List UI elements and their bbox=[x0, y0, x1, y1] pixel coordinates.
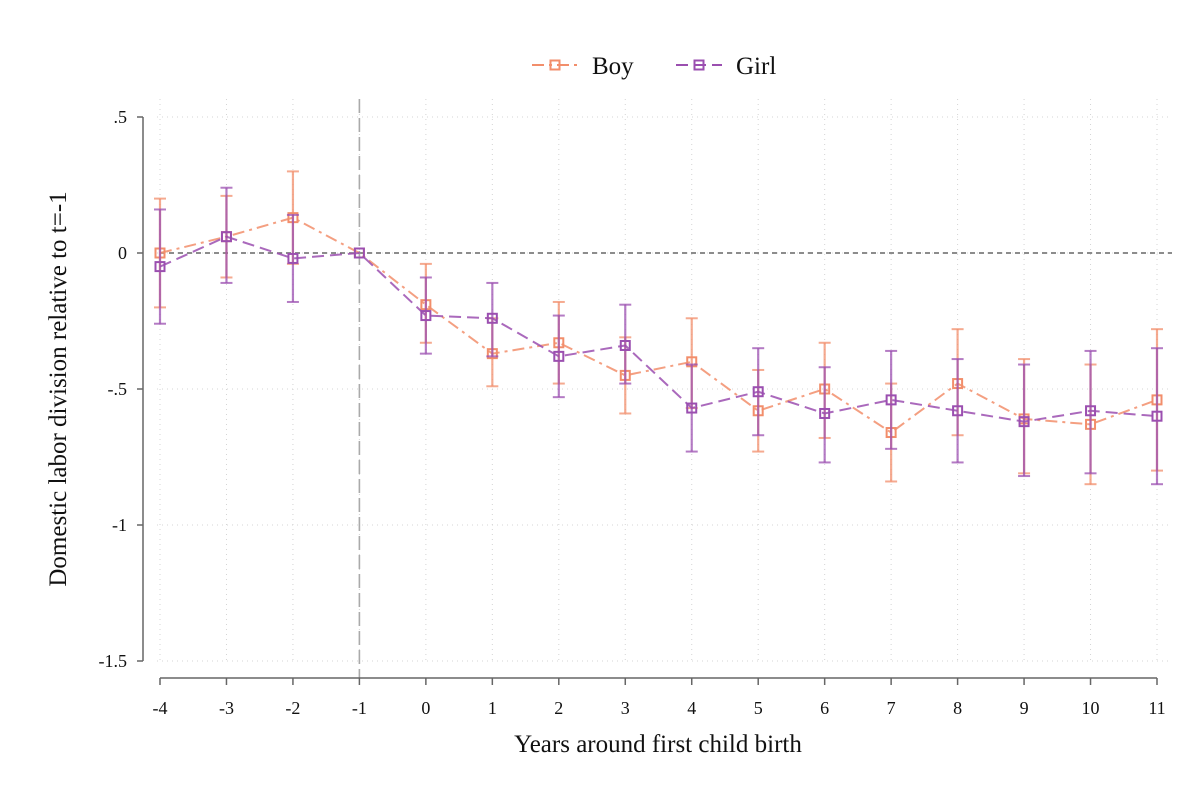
x-tick-label: 8 bbox=[953, 698, 962, 718]
point-girl bbox=[1151, 410, 1163, 422]
series-layer bbox=[154, 170, 1163, 486]
x-tick-label: 5 bbox=[754, 698, 763, 718]
x-tick-label: 0 bbox=[421, 698, 430, 718]
series-girl bbox=[154, 186, 1163, 486]
legend-marker-boy bbox=[549, 59, 561, 71]
x-tick-label: -3 bbox=[219, 698, 234, 718]
legend: Boy Girl bbox=[532, 53, 776, 80]
legend-marker-girl bbox=[693, 59, 705, 71]
x-tick-label: 4 bbox=[687, 698, 696, 718]
x-tick-label: 2 bbox=[554, 698, 563, 718]
y-tick-label: -.5 bbox=[108, 379, 128, 399]
point-girl bbox=[1018, 416, 1030, 428]
series-line-boy bbox=[159, 216, 1158, 434]
point-girl bbox=[287, 252, 299, 264]
point-girl bbox=[752, 386, 764, 398]
x-tick-label: 11 bbox=[1148, 698, 1165, 718]
x-tick-label: 10 bbox=[1082, 698, 1100, 718]
axes: .5 0 -.5 -1 -1.5 -4 -3 -2 -1 0 1 2 3 4 5 6 7 8 9 10 11 bbox=[99, 107, 1166, 718]
x-tick-label: -4 bbox=[153, 698, 168, 718]
reference-lines bbox=[160, 99, 1172, 678]
point-girl bbox=[686, 402, 698, 414]
x-axis-title: Years around first child birth bbox=[514, 731, 802, 758]
point-girl bbox=[819, 407, 831, 419]
x-tick-label: 7 bbox=[887, 698, 896, 718]
legend-label-boy: Boy bbox=[592, 53, 634, 80]
point-girl bbox=[553, 350, 565, 362]
y-axis-title: Domestic labor division relative to t=-1 bbox=[45, 191, 72, 586]
point-girl bbox=[154, 261, 166, 273]
point-girl bbox=[220, 231, 232, 243]
point-girl bbox=[486, 312, 498, 324]
point-girl bbox=[619, 339, 631, 351]
point-girl bbox=[353, 247, 365, 259]
y-tick-label: -1.5 bbox=[99, 651, 128, 671]
x-tick-label: -2 bbox=[285, 698, 300, 718]
series-line-girl bbox=[159, 235, 1158, 423]
grid-lines bbox=[157, 99, 1172, 662]
y-tick-label: -1 bbox=[112, 515, 127, 535]
x-tick-label: 6 bbox=[820, 698, 829, 718]
y-tick-label: 0 bbox=[118, 243, 127, 263]
point-girl bbox=[952, 405, 964, 417]
x-tick-label: 1 bbox=[488, 698, 497, 718]
series-boy bbox=[154, 170, 1163, 486]
point-girl bbox=[885, 394, 897, 406]
y-tick-label: .5 bbox=[114, 107, 128, 127]
point-girl bbox=[1085, 405, 1097, 417]
legend-label-girl: Girl bbox=[736, 53, 776, 80]
x-tick-label: 9 bbox=[1020, 698, 1029, 718]
point-girl bbox=[420, 310, 432, 322]
x-tick-label: 3 bbox=[621, 698, 630, 718]
x-tick-label: -1 bbox=[352, 698, 367, 718]
